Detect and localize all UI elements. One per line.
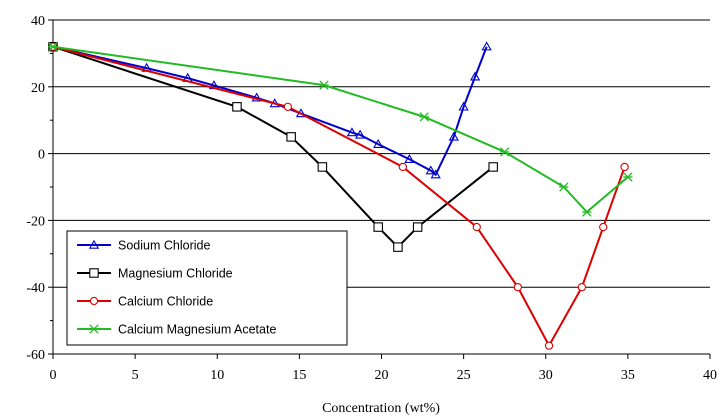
axes: 40 20 0 -20 -40 -60 0 5 10 15 20 25 30 35 40 [26, 14, 717, 383]
x-tick-label-1: 5 [132, 368, 139, 383]
y-tick-label-2: 0 [38, 148, 45, 163]
data-point-calcium-magnesium-acetate-3 [500, 147, 510, 157]
data-point-magnesium-chloride-3 [317, 162, 328, 172]
data-point-calcium-chloride-3 [472, 222, 481, 232]
data-point-sodium-chloride-16 [481, 41, 492, 51]
x-tick-label-5: 25 [457, 368, 471, 383]
data-point-sodium-chloride-8 [354, 129, 366, 139]
data-point-magnesium-chloride-6 [412, 222, 423, 232]
data-point-calcium-magnesium-acetate-2 [419, 112, 429, 122]
legend-label-sodium-chloride: Sodium Chloride [118, 239, 210, 253]
data-point-calcium-magnesium-acetate-0 [48, 42, 58, 52]
x-tick-label-6: 30 [539, 368, 553, 383]
x-tick-label-3: 15 [292, 368, 306, 383]
data-point-calcium-chloride-5 [544, 341, 554, 350]
x-tick-label-4: 20 [375, 368, 389, 383]
data-point-calcium-chloride-4 [513, 283, 522, 292]
data-point-calcium-chloride-7 [599, 222, 608, 232]
series-calcium-magnesium-acetate [48, 42, 633, 217]
series-calcium-chloride [48, 42, 629, 350]
data-point-sodium-chloride-12 [430, 169, 441, 179]
data-point-sodium-chloride-10 [404, 153, 415, 163]
x-tick-label-0: 0 [50, 368, 57, 383]
y-tick-label-1: 20 [31, 81, 45, 96]
data-point-magnesium-chloride-7 [488, 162, 498, 172]
data-point-magnesium-chloride-5 [393, 242, 403, 252]
data-point-calcium-magnesium-acetate-1 [319, 80, 329, 90]
data-point-sodium-chloride-15 [469, 71, 481, 81]
y-tick-label-5: -60 [26, 348, 45, 363]
gridlines [53, 19, 710, 288]
legend-marker-sodium-chloride [88, 239, 100, 249]
data-point-calcium-magnesium-acetate-6 [623, 172, 633, 182]
y-tick-label-4: -40 [26, 281, 45, 296]
data-point-sodium-chloride-14 [458, 101, 469, 111]
x-axis-title: Concentration (wt%) [322, 401, 440, 416]
series-layer [47, 41, 633, 350]
legend-box [66, 230, 348, 346]
y-tick-label-3: -20 [26, 214, 45, 229]
data-point-sodium-chloride-9 [373, 138, 384, 148]
data-point-calcium-chloride-8 [620, 162, 629, 172]
data-point-sodium-chloride-11 [425, 165, 436, 175]
data-point-calcium-magnesium-acetate-4 [559, 182, 569, 192]
legend-label-magnesium-chloride: Magnesium Chloride [118, 267, 233, 281]
legend-label-calcium-chloride: Calcium Chloride [118, 295, 213, 309]
legend-marker-calcium-magnesium-acetate [89, 324, 99, 334]
y-tick-label-0: 40 [31, 14, 45, 29]
legend-label-calcium-magnesium-acetate: Calcium Magnesium Acetate [118, 323, 276, 337]
legend: Sodium Chloride Magnesium Chloride Calcium… [66, 230, 348, 346]
legend-marker-magnesium-chloride [89, 268, 99, 278]
data-point-magnesium-chloride-2 [286, 132, 296, 142]
x-tick-label-2: 10 [210, 368, 224, 383]
data-point-magnesium-chloride-4 [373, 222, 383, 232]
x-tick-label-7: 35 [621, 368, 635, 383]
data-point-calcium-chloride-2 [398, 162, 408, 172]
data-point-calcium-magnesium-acetate-5 [582, 207, 592, 217]
data-point-magnesium-chloride-1 [232, 102, 242, 112]
data-point-calcium-chloride-6 [577, 283, 587, 292]
x-tick-label-8: 40 [703, 368, 717, 383]
data-point-calcium-chloride-1 [283, 102, 293, 111]
legend-marker-calcium-chloride [89, 296, 99, 306]
series-line-sodium-chloride [52, 45, 488, 177]
data-point-sodium-chloride-7 [346, 127, 358, 137]
data-point-sodium-chloride-13 [448, 131, 459, 141]
